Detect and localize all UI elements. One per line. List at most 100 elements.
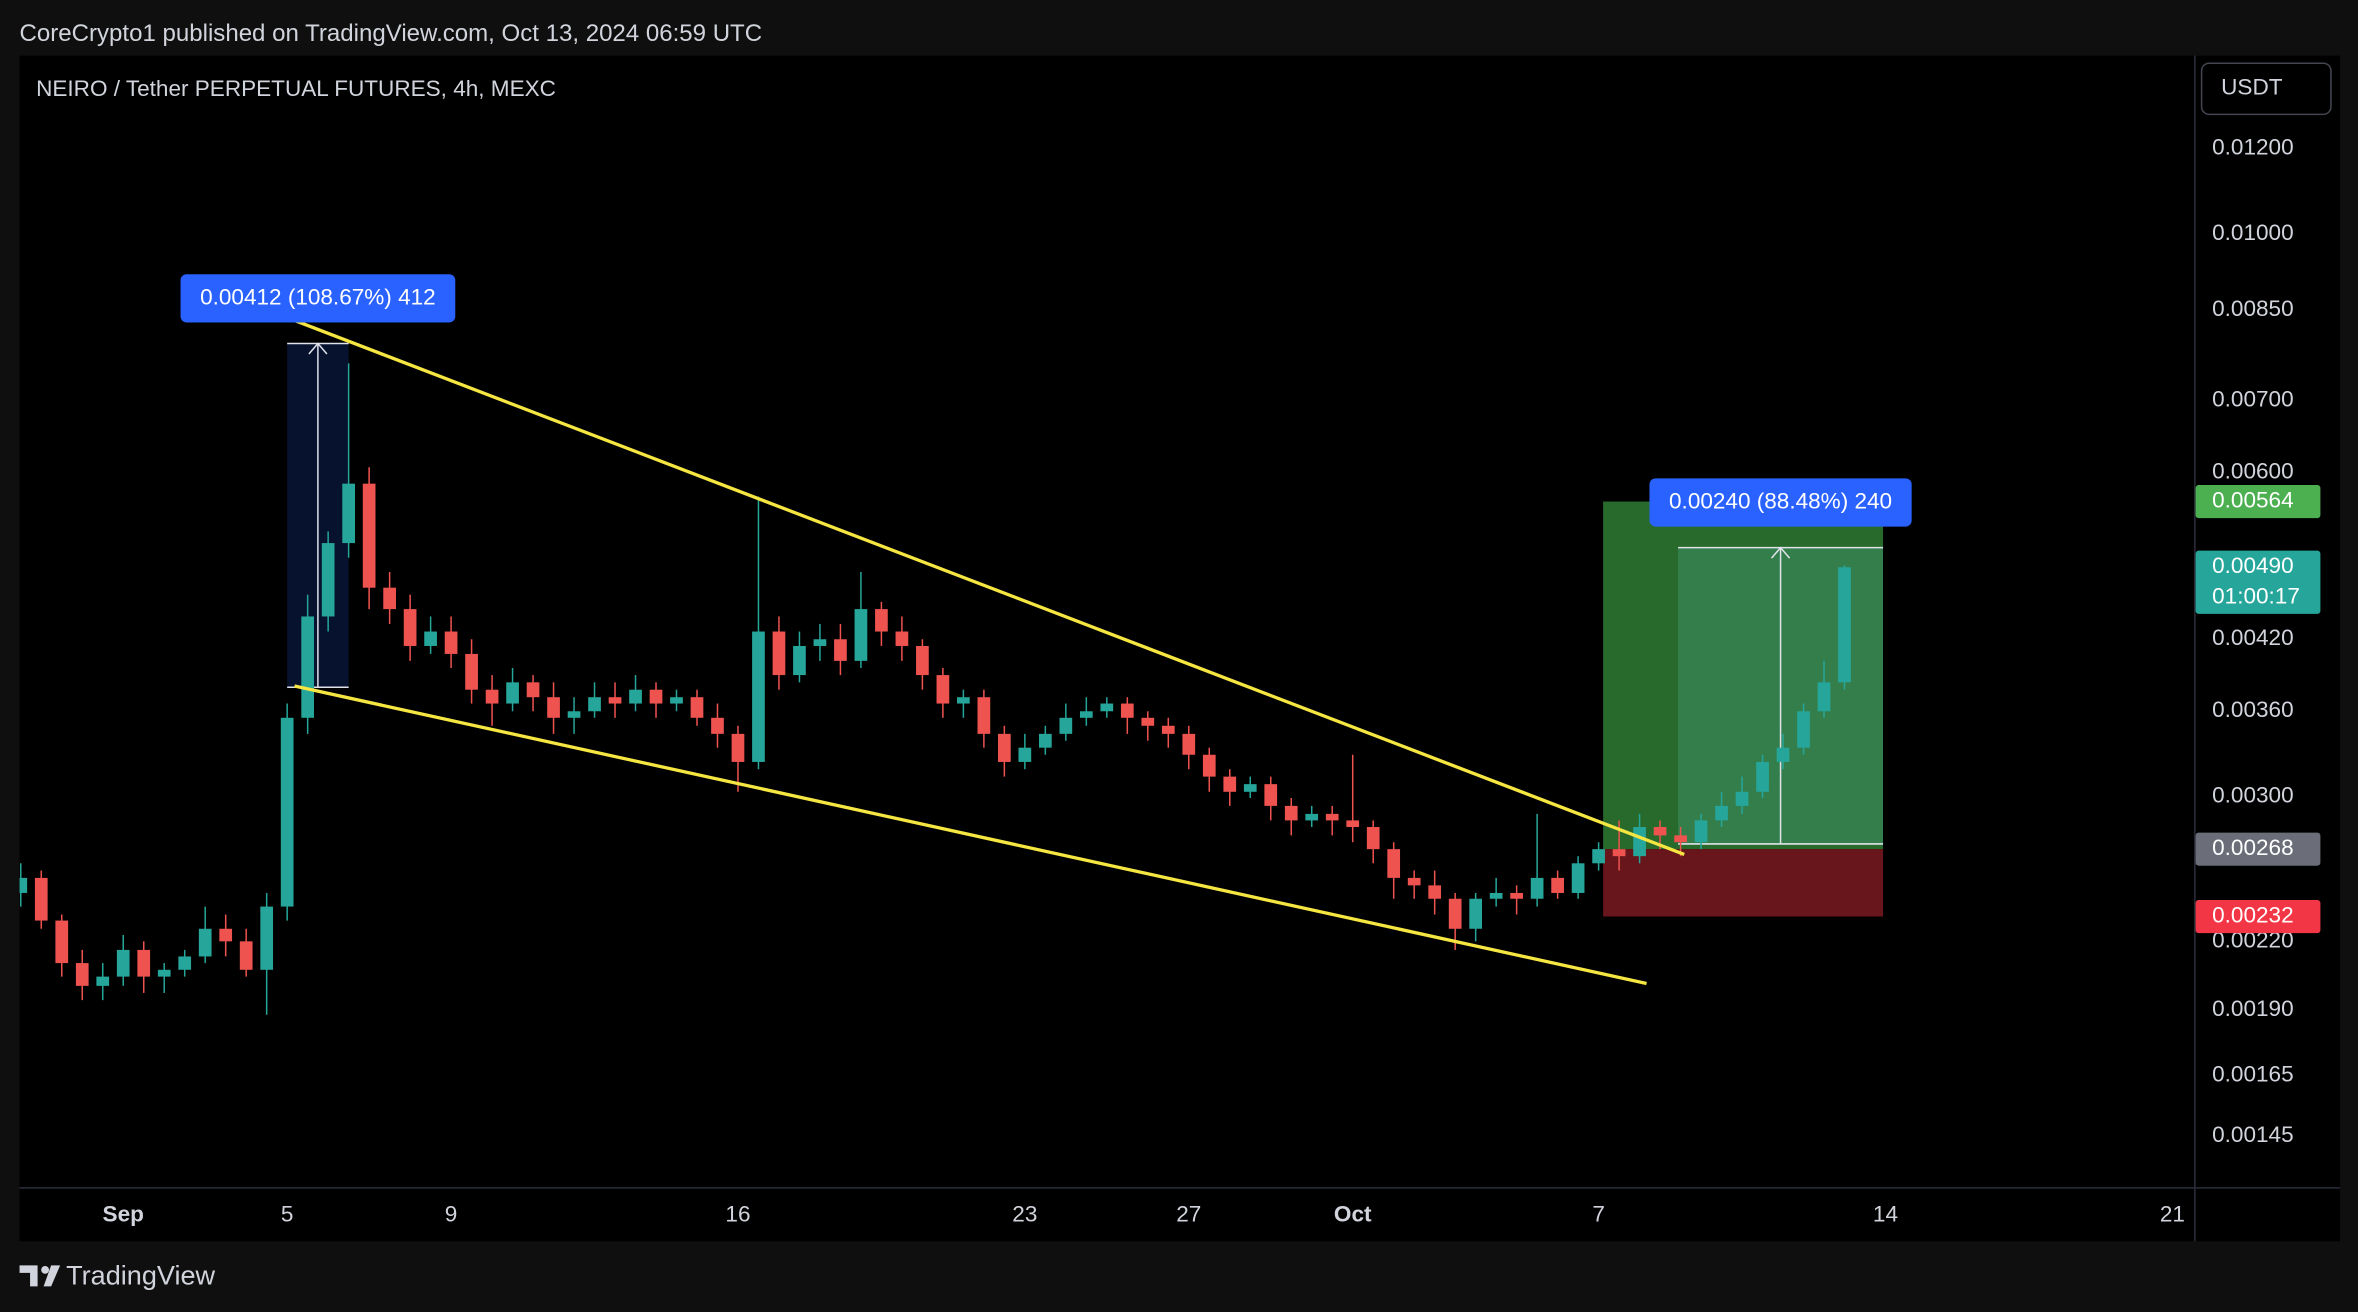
candle-body (1735, 791, 1749, 806)
candle-body (588, 697, 601, 712)
candle-body (752, 631, 765, 762)
candle-body (1469, 898, 1483, 929)
candle-body (280, 717, 294, 907)
candle-body (178, 956, 192, 970)
y-tick-label: 0.00420 (2212, 625, 2293, 650)
y-tick-label: 0.00145 (2212, 1122, 2293, 1147)
candle-body (526, 682, 540, 698)
candle-body (547, 697, 560, 718)
candle-body (1079, 711, 1093, 718)
chart-title: NEIRO / Tether PERPETUAL FUTURES, 4h, ME… (36, 76, 556, 101)
candle-body (1346, 820, 1360, 828)
candle-body (1120, 703, 1134, 718)
x-tick-label: Sep (103, 1202, 144, 1227)
candle-body (55, 920, 69, 964)
y-tick-label: 0.00360 (2212, 697, 2293, 722)
y-tick-label: 0.00300 (2212, 782, 2293, 807)
candle-body (670, 697, 683, 704)
position-target-zone (1603, 501, 1884, 850)
time-axis (19, 1188, 2195, 1242)
candle-body (239, 941, 253, 970)
candle-body (1715, 805, 1728, 821)
candle-body (1223, 776, 1237, 792)
candle-body (1653, 827, 1667, 836)
candle-body (1838, 567, 1851, 683)
measure-arrowhead (308, 342, 328, 355)
candle-body (772, 631, 786, 676)
y-tick-label: 0.00190 (2212, 996, 2293, 1021)
candle-body (1243, 784, 1257, 792)
price-badge (2195, 550, 2321, 614)
published-info: CoreCrypto1 published on TradingView.com… (20, 20, 763, 47)
price-countdown: 01:00:17 (2212, 583, 2300, 608)
candle-body (1428, 885, 1442, 899)
candle-body (1694, 820, 1708, 843)
measure-arrowhead (1770, 546, 1791, 559)
y-tick-label: 0.00600 (2212, 459, 2293, 484)
y-tick-label: 0.01000 (2212, 220, 2293, 245)
candle-body (198, 928, 212, 957)
candle-body (1592, 849, 1605, 864)
candle-body (711, 717, 724, 734)
x-tick-label: 16 (725, 1202, 750, 1227)
candle-body (1325, 813, 1339, 821)
price-axis (2195, 55, 2340, 1242)
x-tick-label: 27 (1176, 1202, 1201, 1227)
trendline (294, 684, 1647, 986)
candle-body (1612, 849, 1626, 857)
candle-body (75, 963, 89, 986)
candle-body (1510, 892, 1523, 899)
y-tick-label: 0.00700 (2212, 387, 2293, 412)
candle-body (1489, 892, 1503, 899)
x-tick-label: 5 (281, 1202, 294, 1227)
candle-body (465, 653, 478, 690)
measure-label-bg (180, 274, 456, 323)
candle-body (1530, 877, 1544, 899)
brand-name: TradingView (66, 1260, 215, 1291)
candle-body (157, 969, 171, 977)
candle-body (219, 928, 233, 942)
x-tick-label: 7 (1592, 1202, 1605, 1227)
candle-body (1182, 733, 1196, 755)
candle-body (1141, 717, 1155, 726)
candle-body (116, 949, 130, 977)
candle-body (362, 483, 376, 588)
candle-body (793, 645, 806, 676)
candle-body (813, 639, 827, 646)
x-tick-label: Oct (1334, 1202, 1372, 1227)
candle-body (506, 682, 519, 704)
candle-body (1264, 784, 1278, 806)
x-tick-label: 23 (1012, 1202, 1037, 1227)
candle-body (1100, 703, 1114, 712)
brand-logo (19, 1265, 61, 1287)
candle-body (936, 675, 950, 704)
candle-body (998, 733, 1011, 762)
candle-body (444, 631, 458, 654)
candle-body (1817, 682, 1831, 712)
candle-body (608, 697, 622, 704)
candle-body (485, 689, 499, 704)
candle-body (1038, 733, 1052, 748)
y-tick-label: 0.00165 (2212, 1062, 2293, 1087)
price-badge-label: 0.00490 (2212, 553, 2293, 578)
price-badge (2195, 484, 2321, 519)
candle-body (629, 689, 642, 704)
price-badge (2195, 832, 2321, 866)
x-tick-label: 9 (445, 1202, 458, 1227)
candle-body (1202, 754, 1216, 777)
candle-body (567, 711, 581, 718)
candle-body (957, 697, 970, 704)
candle-body (1571, 863, 1585, 893)
candle-body (1797, 711, 1810, 748)
candle-body (1387, 849, 1401, 878)
currency-button[interactable] (2200, 62, 2332, 116)
candle-body (1018, 747, 1032, 762)
candle-body (19, 877, 28, 893)
candle-body (731, 733, 745, 762)
price-badge-label: 0.00564 (2212, 487, 2293, 512)
candle-body (321, 543, 335, 617)
candle-body (1407, 877, 1421, 886)
candle-body (977, 697, 991, 734)
position-stop-zone (1603, 849, 1884, 917)
candle-body (1305, 813, 1319, 821)
